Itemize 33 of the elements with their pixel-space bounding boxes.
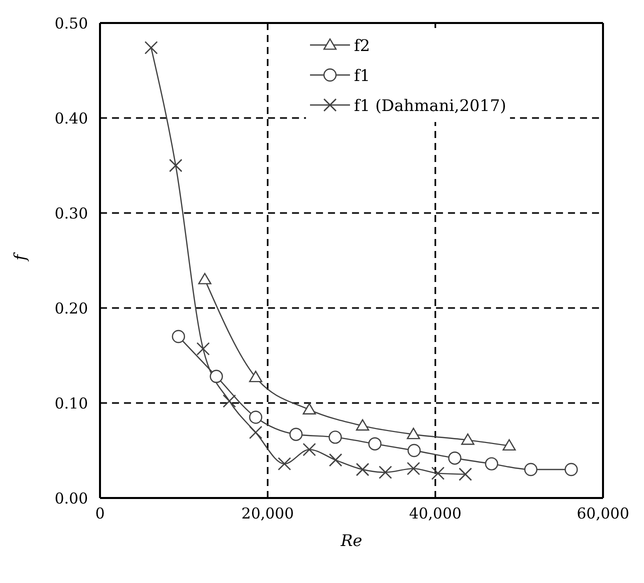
point <box>249 370 262 382</box>
point <box>249 410 262 424</box>
y-tick-label: 0.00 <box>54 489 88 508</box>
x-tick-label: 0 <box>95 504 105 523</box>
point <box>564 462 578 476</box>
point <box>406 428 420 440</box>
point <box>210 370 223 383</box>
point <box>368 437 382 450</box>
point <box>408 444 421 458</box>
legend-label: f2 <box>354 36 370 54</box>
point <box>302 403 316 414</box>
point <box>448 452 462 465</box>
y-tick-label: 0.20 <box>54 299 88 318</box>
y-tick-label: 0.10 <box>54 394 88 412</box>
x-axis-title: Re <box>340 531 362 550</box>
legend-label: f1 (Dahmani,2017) <box>354 96 506 114</box>
point <box>198 272 212 284</box>
y-tick-label: 0.40 <box>54 109 88 128</box>
y-tick-label: 0.50 <box>54 14 88 32</box>
legend-label: f1 <box>354 66 370 84</box>
x-tick-label: 60,000 <box>576 504 630 523</box>
x-tick-label: 40,000 <box>409 504 462 523</box>
point <box>524 462 538 476</box>
point <box>356 419 370 431</box>
y-tick-label: 0.30 <box>54 204 88 222</box>
y-axis-title: f <box>10 252 30 262</box>
point <box>502 439 516 451</box>
x-tick-label: 20,000 <box>241 504 294 523</box>
point <box>328 430 342 444</box>
point <box>484 457 498 470</box>
point <box>172 330 186 344</box>
point <box>461 433 474 445</box>
point <box>289 428 303 441</box>
